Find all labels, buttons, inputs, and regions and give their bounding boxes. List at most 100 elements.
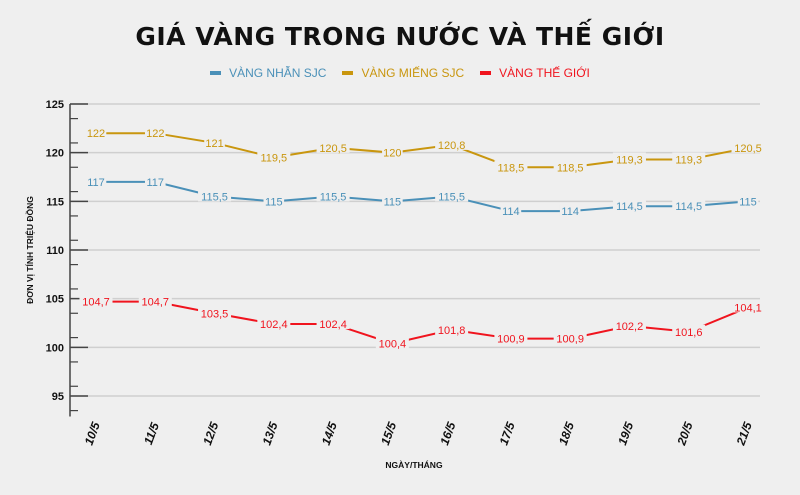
- data-label: 102,2: [616, 321, 644, 333]
- data-label: 115,5: [438, 191, 465, 203]
- x-axis-label: NGÀY/THÁNG: [385, 460, 443, 470]
- data-label: 114: [561, 206, 579, 218]
- data-label: 120,5: [734, 143, 762, 155]
- series-line-1: [96, 132, 749, 169]
- legend-swatch: [342, 71, 354, 75]
- data-label: 104,1: [734, 302, 762, 314]
- x-tick-label: 16/5: [437, 420, 458, 447]
- series-line-2: [96, 300, 749, 345]
- x-tick-label: 21/5: [733, 420, 755, 448]
- data-label-bg: [144, 126, 166, 139]
- data-label-bg: [612, 152, 646, 165]
- data-label-bg: [263, 194, 285, 207]
- data-label: 122: [87, 128, 105, 140]
- data-label: 100,9: [497, 334, 525, 346]
- data-label-bg: [257, 150, 291, 163]
- x-tick-label: 19/5: [615, 420, 636, 447]
- data-label-bg: [257, 316, 291, 329]
- legend-label: VÀNG MIẾNG SJC: [361, 66, 465, 80]
- data-label: 117: [146, 177, 164, 189]
- data-label-bg: [553, 160, 587, 173]
- data-label-bg: [316, 316, 350, 329]
- data-label: 101,8: [438, 325, 466, 337]
- data-label-bg: [144, 174, 166, 187]
- data-label-bg: [737, 194, 759, 207]
- data-label: 102,4: [260, 319, 288, 331]
- legend-item-nhan: VÀNG NHẪN SJC: [210, 66, 326, 80]
- data-label: 101,6: [675, 327, 703, 339]
- data-label: 104,7: [142, 297, 170, 309]
- data-label-bg: [79, 294, 113, 307]
- data-label-bg: [382, 194, 403, 207]
- data-label: 114: [502, 206, 520, 218]
- data-label: 103,5: [201, 308, 229, 320]
- data-label-bg: [198, 189, 232, 202]
- data-label-bg: [316, 140, 350, 153]
- y-tick-label: 125: [46, 99, 64, 111]
- data-label-bg: [85, 174, 107, 187]
- chart-title: GIÁ VÀNG TRONG NƯỚC VÀ THẾ GIỚI: [135, 22, 665, 51]
- data-label: 118,5: [498, 162, 525, 174]
- data-label-bg: [672, 152, 706, 165]
- x-tick-label: 15/5: [378, 420, 399, 447]
- legend: VÀNG NHẪN SJC VÀNG MIẾNG SJC VÀNG THẾ GI…: [0, 66, 800, 80]
- y-tick-label: 120: [46, 148, 64, 160]
- data-label-bg: [672, 199, 706, 212]
- data-label: 114,5: [675, 201, 702, 213]
- legend-swatch: [480, 71, 492, 75]
- data-label-bg: [435, 322, 469, 335]
- y-tick-label: 115: [46, 196, 64, 208]
- data-label: 122: [146, 128, 164, 140]
- legend-label: VÀNG THẾ GIỚI: [499, 66, 590, 80]
- data-label: 115: [739, 196, 757, 208]
- data-label-bg: [559, 204, 581, 217]
- data-label: 119,5: [260, 153, 287, 165]
- data-label-bg: [494, 160, 528, 173]
- legend-label: VÀNG NHẪN SJC: [229, 66, 327, 80]
- data-label-bg: [435, 189, 469, 202]
- data-label: 100,9: [556, 334, 584, 346]
- data-label-bg: [553, 331, 587, 344]
- data-label: 115,5: [201, 191, 228, 203]
- data-label: 115: [265, 196, 283, 208]
- series-line-0: [96, 180, 749, 213]
- data-label-bg: [731, 140, 765, 153]
- y-tick-label: 105: [46, 294, 64, 306]
- data-label-bg: [494, 331, 528, 344]
- data-label-bg: [612, 318, 646, 331]
- data-label-bg: [204, 135, 225, 148]
- data-label-bg: [375, 336, 409, 349]
- data-label: 114,5: [616, 201, 643, 213]
- data-label: 120: [383, 148, 401, 160]
- data-label: 120,5: [319, 143, 347, 155]
- data-label-bg: [612, 199, 646, 212]
- y-tick-label: 95: [52, 391, 64, 403]
- data-label: 104,7: [82, 297, 110, 309]
- data-label-bg: [435, 137, 469, 150]
- data-label: 118,5: [557, 162, 584, 174]
- data-label: 100,4: [379, 338, 407, 350]
- legend-item-mieng: VÀNG MIẾNG SJC: [342, 66, 464, 80]
- x-tick-label: 12/5: [200, 420, 221, 447]
- data-label-bg: [672, 324, 706, 337]
- data-label: 119,3: [675, 154, 702, 166]
- data-label: 102,4: [319, 319, 347, 331]
- data-label-bg: [198, 306, 232, 319]
- data-label-bg: [382, 145, 403, 158]
- data-label: 120,8: [438, 140, 466, 152]
- x-tick-label: 17/5: [497, 420, 518, 447]
- data-label-bg: [500, 204, 522, 217]
- x-tick-label: 11/5: [141, 420, 162, 446]
- data-label: 117: [87, 177, 105, 189]
- y-tick-label: 110: [46, 245, 64, 257]
- legend-item-the-gioi: VÀNG THẾ GIỚI: [480, 66, 590, 80]
- data-label: 119,3: [616, 154, 643, 166]
- data-label-bg: [138, 294, 172, 307]
- legend-swatch: [210, 71, 222, 75]
- x-tick-label: 13/5: [259, 420, 280, 447]
- x-tick-label: 20/5: [674, 420, 696, 448]
- x-tick-label: 18/5: [556, 420, 577, 447]
- y-axis-label: ĐƠN VỊ TÍNH TRIỆU ĐỒNG: [24, 196, 35, 304]
- data-label: 115,5: [320, 191, 347, 203]
